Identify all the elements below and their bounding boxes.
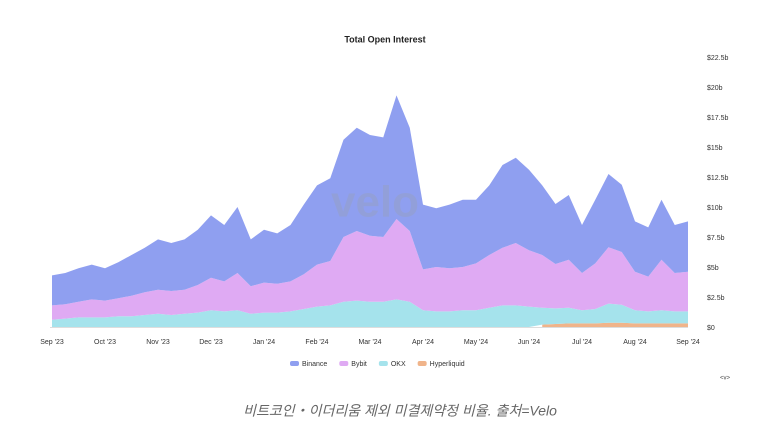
x-tick-label: Feb '24 (305, 339, 328, 346)
y-tick-label: $15b (707, 145, 723, 152)
x-tick-label: May '24 (464, 339, 488, 346)
x-tick-label: Sep '23 (40, 339, 64, 346)
legend-swatch (339, 361, 349, 366)
watermark: velo (331, 178, 419, 227)
area (52, 299, 688, 327)
x-tick-label: Jun '24 (518, 339, 540, 346)
legend-label: Hyperliquid (430, 361, 465, 368)
chart-title: Total Open Interest (344, 34, 425, 44)
legend-swatch (290, 361, 299, 366)
y-tick-label: $0 (707, 325, 715, 332)
y-tick-label: $20b (707, 85, 723, 92)
x-tick-label: Dec '23 (199, 339, 223, 346)
x-tick-label: Apr '24 (412, 339, 434, 346)
area (52, 219, 688, 320)
legend-label: Bybit (351, 361, 367, 368)
y-tick-label: $7.5b (707, 235, 725, 242)
x-tick-label: Oct '23 (94, 339, 116, 346)
legend-label: Binance (302, 361, 327, 368)
y-tick-label: $12.5b (707, 175, 729, 182)
x-tick-label: Jul '24 (572, 339, 592, 346)
area (542, 322, 688, 327)
x-tick-label: Mar '24 (358, 339, 381, 346)
caption: 비트코인・이더리움 제외 미결제약정 비율. 출처=Velo (243, 403, 557, 419)
x-tick-label: Aug '24 (623, 339, 647, 346)
legend-label: OKX (391, 361, 406, 368)
area (52, 95, 688, 306)
y-tick-label: $22.5b (707, 55, 729, 62)
x-tick-label: Sep '24 (676, 339, 700, 346)
y-tick-label: $2.5b (707, 295, 725, 302)
y-tick-label: $5b (707, 265, 719, 272)
legend-swatch (417, 361, 427, 366)
y-tick-label: $17.5b (707, 115, 729, 122)
nav-label[interactable]: <v> (720, 376, 731, 382)
x-tick-label: Nov '23 (146, 339, 170, 346)
x-tick-label: Jan '24 (253, 339, 275, 346)
y-tick-label: $10b (707, 205, 723, 212)
legend-swatch (378, 361, 388, 366)
